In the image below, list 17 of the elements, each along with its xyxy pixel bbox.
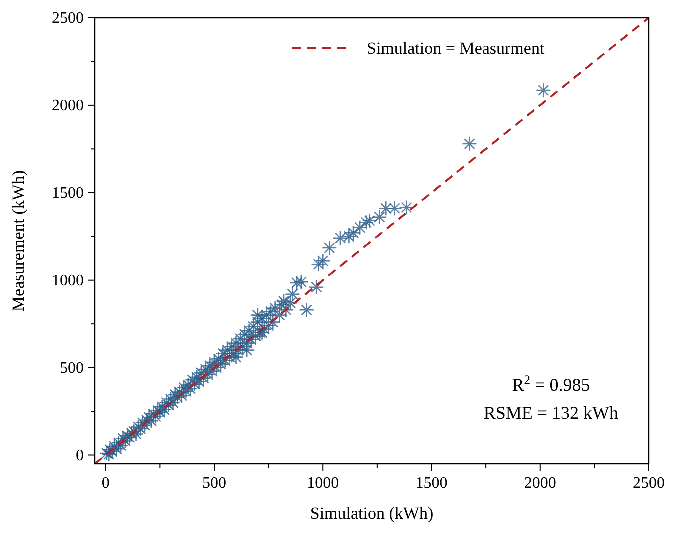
x-tick-label: 1000 xyxy=(307,475,340,492)
y-tick-label: 500 xyxy=(60,360,84,377)
x-tick-label: 1500 xyxy=(416,475,448,492)
x-tick-label: 0 xyxy=(102,475,110,492)
y-tick-label: 2500 xyxy=(52,10,84,27)
y-axis-title: Measurement (kWh) xyxy=(9,170,28,312)
y-tick-label: 0 xyxy=(76,447,84,464)
x-axis-title: Simulation (kWh) xyxy=(310,504,434,523)
y-tick-label: 1500 xyxy=(52,184,84,202)
x-tick-label: 2500 xyxy=(633,475,665,492)
y-tick-label: 2000 xyxy=(52,97,84,114)
y-tick-label: 1000 xyxy=(52,272,84,290)
x-tick-label: 2000 xyxy=(524,475,556,492)
x-tick-label: 500 xyxy=(202,475,226,492)
annotation: R$^{2}$ = 0.985 xyxy=(512,373,590,395)
legend-label: Simulation = Measurment xyxy=(367,39,545,58)
annotation: RSME = 132 kWh xyxy=(484,403,619,423)
